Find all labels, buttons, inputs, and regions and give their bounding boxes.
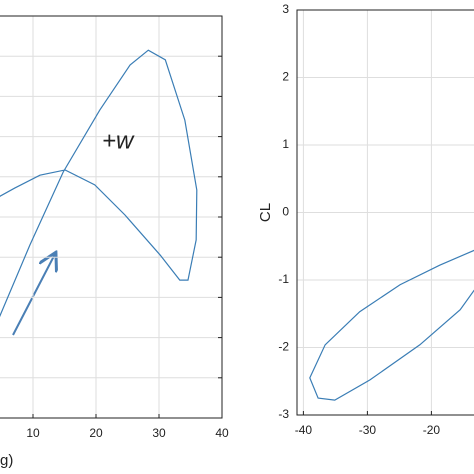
y-tick-label: -2 [278,340,289,354]
x-tick-label: 30 [152,426,166,440]
x-tick-label: 10 [26,426,40,440]
data-line [309,249,474,401]
arrow [12,254,55,336]
y-tick-label: 0 [282,205,289,219]
plot-frame [296,9,474,416]
data-line [0,49,198,318]
x-tick-label: -20 [423,423,441,437]
x-tick-label: 40 [215,426,229,440]
x-tick-label: -40 [295,423,313,437]
x-axis-label: g) [0,452,13,469]
plot-frame [0,15,223,419]
y-tick-label: -1 [278,272,289,286]
x-tick-label: 20 [89,426,103,440]
x-tick-label: -30 [359,423,377,437]
y-tick-label: 2 [282,70,289,84]
y-tick-label: 3 [282,2,289,16]
y-axis-label: CL [257,203,274,222]
annotation: +w [102,127,135,154]
panel: 010203040012345678910g)+w [0,15,229,469]
y-tick-label: 1 [282,137,289,151]
y-tick-label: -3 [278,407,289,421]
